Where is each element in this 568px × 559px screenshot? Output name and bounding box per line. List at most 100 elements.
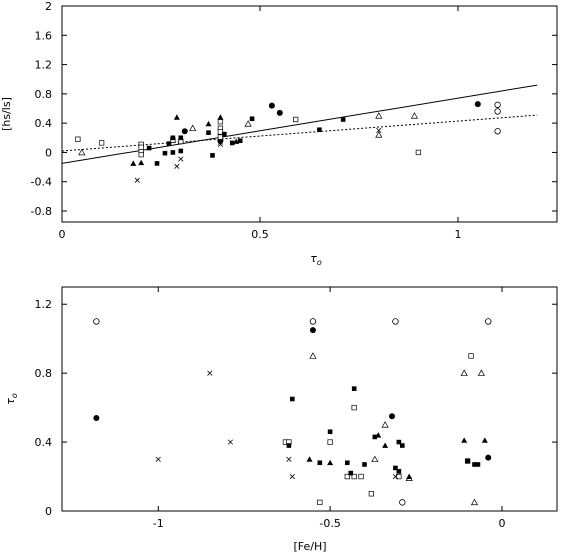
data-point-filled-triangle <box>130 160 137 166</box>
data-point-open-square <box>138 151 144 158</box>
data-point-filled-circle <box>309 327 316 334</box>
data-point-open-triangle <box>477 369 485 376</box>
data-point-open-square <box>344 473 350 480</box>
data-point-filled-circle <box>485 454 492 461</box>
data-point-open-triangle <box>381 421 389 428</box>
data-point-filled-square <box>396 469 402 474</box>
data-point-open-circle <box>309 318 317 325</box>
y-tick-label: 0.8 <box>35 88 53 101</box>
data-point-filled-square <box>170 135 176 141</box>
data-point-open-circle <box>93 318 100 325</box>
data-point-filled-square <box>290 396 295 402</box>
data-point-open-square <box>138 144 144 150</box>
data-point-cross <box>217 139 223 145</box>
data-point-filled-triangle <box>327 459 334 466</box>
data-point-cross <box>178 156 184 162</box>
data-point-open-square <box>327 439 333 445</box>
y-tick-label: 0 <box>45 505 52 518</box>
data-point-cross <box>392 473 399 480</box>
data-point-filled-circle <box>474 101 481 108</box>
data-point-filled-square <box>345 460 350 466</box>
top-panel: 0 0.5 1 -0.8 -0.4 0 0.4 0.8 1.2 1.6 2 τo [hs/ls] <box>0 0 558 267</box>
x-tick-label: -0.5 <box>319 517 340 530</box>
data-point-filled-triangle <box>406 473 413 479</box>
bottom-panel: -1 -0.5 0 0 0.4 0.8 1.2 [Fe/H] τo <box>4 286 558 553</box>
y-tick-label: -0.4 <box>31 176 52 189</box>
data-point-filled-triangle <box>375 432 382 438</box>
data-point-open-square <box>292 116 299 123</box>
x-tick-label: -1 <box>153 517 164 530</box>
data-point-filled-triangle <box>233 138 240 144</box>
data-point-open-square <box>317 499 323 506</box>
data-point-filled-square <box>166 141 172 146</box>
data-point-open-triangle <box>309 352 317 359</box>
data-point-open-triangle <box>244 120 252 127</box>
data-point-filled-triangle <box>173 114 180 120</box>
x-tick-label: 1 <box>455 228 462 241</box>
y-tick-label: 0.4 <box>35 436 53 449</box>
data-point-filled-square <box>362 462 367 467</box>
data-point-open-square <box>351 473 357 480</box>
y-tick-label: 1.2 <box>35 298 53 311</box>
data-point-filled-square <box>351 386 357 391</box>
data-point-filled-square <box>317 127 322 133</box>
data-point-filled-square <box>170 150 176 155</box>
data-point-open-square <box>468 353 474 359</box>
bottom-y-axis-label: τo <box>4 393 19 405</box>
data-point-open-square <box>217 119 224 125</box>
data-point-filled-triangle <box>481 437 488 443</box>
data-point-filled-square <box>396 439 402 445</box>
data-point-filled-triangle <box>138 159 145 166</box>
data-point-cross <box>174 163 180 169</box>
data-point-cross <box>289 473 295 480</box>
data-point-filled-circle <box>268 102 275 109</box>
y-tick-label: -0.8 <box>31 205 52 218</box>
data-point-open-circle <box>494 128 501 135</box>
data-point-filled-circle <box>389 413 395 420</box>
data-point-open-circle <box>399 499 406 506</box>
data-point-cross <box>217 141 223 147</box>
x-tick-label: 0 <box>59 228 66 241</box>
data-point-filled-square <box>178 148 184 154</box>
data-point-cross <box>134 177 140 183</box>
data-point-filled-square <box>206 130 211 135</box>
data-point-filled-square <box>393 465 398 471</box>
data-point-open-square <box>217 134 224 140</box>
data-point-filled-square <box>348 470 354 476</box>
data-point-cross <box>376 127 382 134</box>
y-tick-label: 0.8 <box>35 367 53 380</box>
data-point-open-circle <box>494 108 501 115</box>
data-point-cross <box>286 456 292 462</box>
data-point-open-square <box>415 149 422 156</box>
data-point-open-circle <box>485 318 492 325</box>
data-point-filled-square <box>237 138 243 144</box>
data-point-cross <box>227 439 234 445</box>
data-point-filled-square <box>210 153 215 158</box>
data-point-open-square <box>358 473 364 480</box>
data-point-open-square <box>368 491 375 497</box>
y-tick-label: 0.4 <box>35 117 53 130</box>
y-tick-label: 1.2 <box>35 59 53 72</box>
data-point-filled-square <box>400 443 405 448</box>
data-point-open-square <box>351 404 357 411</box>
data-point-open-triangle <box>189 124 197 132</box>
data-point-open-triangle <box>78 148 86 156</box>
data-point-filled-square <box>327 429 333 435</box>
data-point-open-triangle <box>410 112 419 119</box>
data-point-open-square <box>98 140 105 146</box>
y-tick-label: 0 <box>45 146 52 159</box>
data-point-open-circle <box>494 101 501 109</box>
data-point-filled-square <box>146 145 152 151</box>
data-point-filled-square <box>475 462 481 467</box>
data-point-filled-square <box>372 434 378 440</box>
data-point-filled-square <box>178 135 184 141</box>
data-point-filled-triangle <box>461 437 468 443</box>
data-point-filled-square <box>229 140 235 146</box>
fit-line-dotted <box>61 114 538 152</box>
data-point-open-triangle <box>375 112 383 119</box>
data-point-open-square <box>217 129 224 135</box>
data-point-filled-square <box>340 117 346 122</box>
data-point-open-triangle <box>470 498 479 506</box>
fit-line-solid <box>61 84 538 164</box>
